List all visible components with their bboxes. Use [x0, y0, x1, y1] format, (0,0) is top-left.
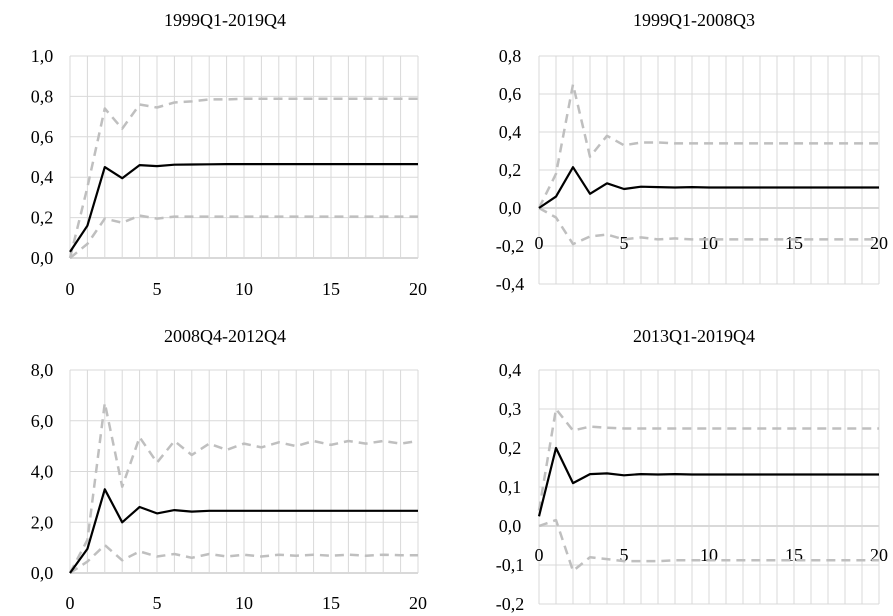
- confidence-band-line: [69, 214, 418, 259]
- confidence-band-line: [537, 407, 879, 511]
- x-tick-label: 0: [66, 593, 75, 613]
- y-tick-label: 2,0: [31, 512, 54, 532]
- y-tick-label: 0,4: [31, 167, 54, 187]
- panel-title: 2008Q4-2012Q4: [164, 326, 286, 346]
- y-tick-label: 0,2: [499, 438, 522, 458]
- y-tick-label: 0,0: [31, 248, 54, 268]
- x-tick-label: 5: [153, 593, 162, 613]
- x-tick-label: 0: [535, 233, 544, 253]
- x-tick-label: 15: [785, 545, 803, 565]
- confidence-band-line: [68, 97, 418, 259]
- x-tick-label: 15: [785, 233, 803, 253]
- x-tick-label: 15: [322, 593, 340, 613]
- y-tick-label: 4,0: [31, 462, 54, 482]
- x-tick-label: 5: [620, 233, 629, 253]
- x-tick-label: 0: [66, 279, 75, 299]
- x-tick-label: 20: [870, 233, 888, 253]
- y-tick-label: 0,8: [31, 86, 54, 106]
- y-tick-label: 0,3: [499, 399, 522, 419]
- x-tick-label: 10: [700, 545, 718, 565]
- panel-3: 0,0 2,0 4,0 6,0 8,0 0 5 10 15 20 2008Q4-2012Q4: [31, 326, 427, 613]
- y-tick-label: -0,4: [496, 274, 525, 294]
- panel-title: 2013Q1-2019Q4: [633, 326, 755, 346]
- x-tick-label: 20: [409, 593, 427, 613]
- response-line: [537, 446, 879, 517]
- y-tick-label: 0,6: [31, 127, 54, 147]
- y-tick-label: 0,6: [499, 84, 522, 104]
- x-tick-label: 5: [620, 545, 629, 565]
- x-tick-label: 0: [535, 545, 544, 565]
- response-line: [538, 166, 879, 209]
- x-tick-label: 5: [153, 279, 162, 299]
- panel-title: 1999Q1-2008Q3: [633, 10, 755, 30]
- x-tick-label: 15: [322, 279, 340, 299]
- y-tick-label: 1,0: [31, 46, 54, 66]
- y-tick-label: -0,2: [496, 236, 525, 256]
- y-tick-label: 6,0: [31, 411, 54, 431]
- panel-2: -0,4 -0,2 0,0 0,2 0,4 0,6 0,8 0 5 10 15 20 1999Q1-20…: [496, 10, 888, 294]
- y-tick-label: 0,4: [499, 122, 522, 142]
- confidence-band-line: [537, 83, 879, 209]
- y-tick-label: -0,2: [496, 594, 525, 614]
- y-tick-label: 0,0: [499, 198, 522, 218]
- panel-title: 1999Q1-2019Q4: [164, 10, 286, 30]
- panel-4: -0,2 -0,1 0,0 0,1 0,2 0,3 0,4 0 5 10 15 20 2013Q1-20…: [496, 326, 888, 614]
- y-tick-label: 0,2: [31, 208, 54, 228]
- confidence-band-line: [538, 206, 879, 246]
- x-tick-label: 10: [235, 593, 253, 613]
- y-tick-label: 0,2: [499, 160, 522, 180]
- x-tick-label: 10: [700, 233, 718, 253]
- x-tick-label: 10: [235, 279, 253, 299]
- panel-1: 0,0 0,2 0,4 0,6 0,8 1,0 0 5 10 15 20 1999Q1-2019Q4: [31, 10, 427, 299]
- x-tick-label: 20: [870, 545, 888, 565]
- confidence-band-line: [68, 401, 419, 574]
- y-tick-label: 0,0: [31, 563, 54, 583]
- y-tick-label: 0,4: [499, 360, 522, 380]
- y-tick-label: 0,0: [499, 516, 522, 536]
- y-tick-label: -0,1: [496, 555, 525, 575]
- y-tick-label: 8,0: [31, 360, 54, 380]
- response-line: [69, 163, 418, 253]
- y-tick-label: 0,8: [499, 46, 522, 66]
- confidence-band-line: [538, 518, 879, 573]
- y-tick-label: 0,1: [499, 477, 522, 497]
- response-line: [69, 488, 418, 574]
- x-tick-label: 20: [409, 279, 427, 299]
